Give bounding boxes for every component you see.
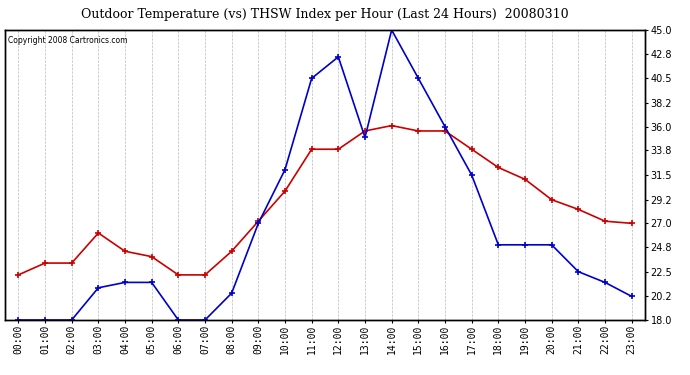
Text: Outdoor Temperature (vs) THSW Index per Hour (Last 24 Hours)  20080310: Outdoor Temperature (vs) THSW Index per … xyxy=(81,8,569,21)
Text: Copyright 2008 Cartronics.com: Copyright 2008 Cartronics.com xyxy=(8,36,128,45)
